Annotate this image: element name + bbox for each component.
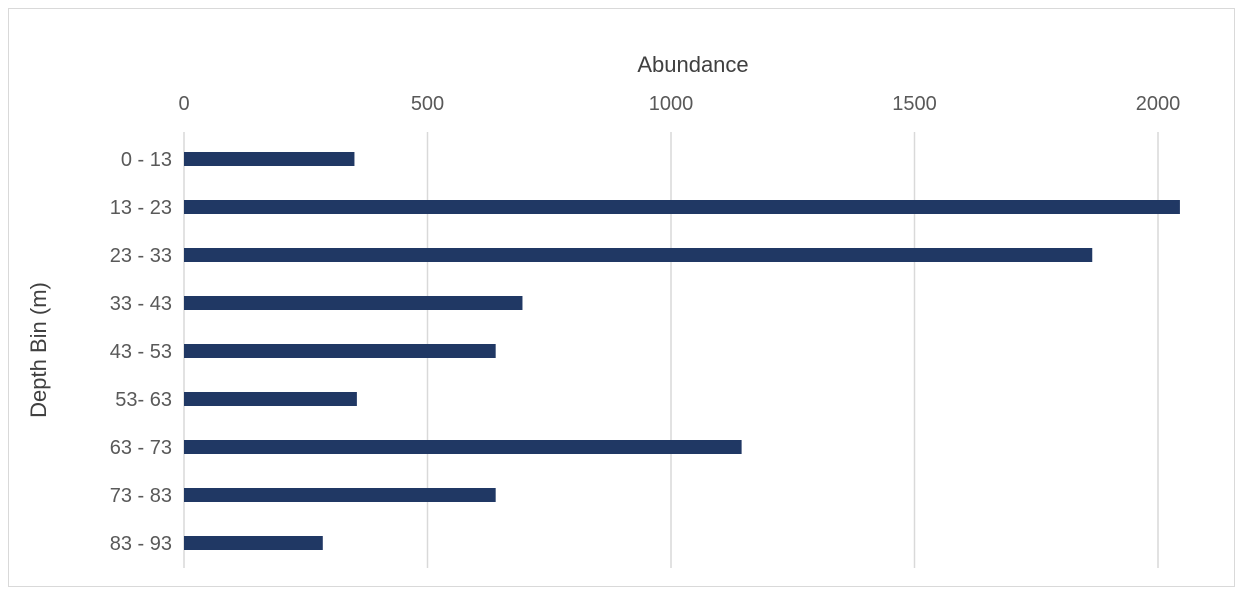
bar-2 bbox=[184, 248, 1093, 262]
category-label: 53- 63 bbox=[115, 389, 172, 411]
bar-1 bbox=[184, 200, 1180, 214]
category-label: 33 - 43 bbox=[110, 293, 172, 315]
category-label: 63 - 73 bbox=[110, 437, 172, 459]
category-label: 0 - 13 bbox=[121, 149, 172, 171]
category-labels: 0 - 13 13 - 23 23 - 33 33 - 43 43 - 53 53- 63… bbox=[110, 149, 172, 555]
category-label: 43 - 53 bbox=[110, 341, 172, 363]
category-label: 83 - 93 bbox=[110, 533, 172, 555]
bar-6 bbox=[184, 440, 742, 454]
x-tick-label: 1500 bbox=[892, 93, 937, 115]
y-axis-title: Depth Bin (m) bbox=[26, 282, 51, 418]
bar-5 bbox=[184, 392, 357, 406]
x-tick-label: 500 bbox=[411, 93, 444, 115]
x-axis-title: Abundance bbox=[637, 52, 748, 77]
x-tick-label: 2000 bbox=[1136, 93, 1181, 115]
bar-7 bbox=[184, 488, 496, 502]
category-label: 23 - 33 bbox=[110, 245, 172, 267]
bar-0 bbox=[184, 152, 355, 166]
x-tick-label: 1000 bbox=[649, 93, 694, 115]
x-tick-labels: 0 500 1000 1500 2000 bbox=[178, 93, 1180, 115]
bars bbox=[184, 152, 1180, 550]
x-tick-label: 0 bbox=[178, 93, 189, 115]
category-label: 13 - 23 bbox=[110, 197, 172, 219]
bar-3 bbox=[184, 296, 523, 310]
bar-4 bbox=[184, 344, 496, 358]
category-label: 73 - 83 bbox=[110, 485, 172, 507]
bar-8 bbox=[184, 536, 323, 550]
